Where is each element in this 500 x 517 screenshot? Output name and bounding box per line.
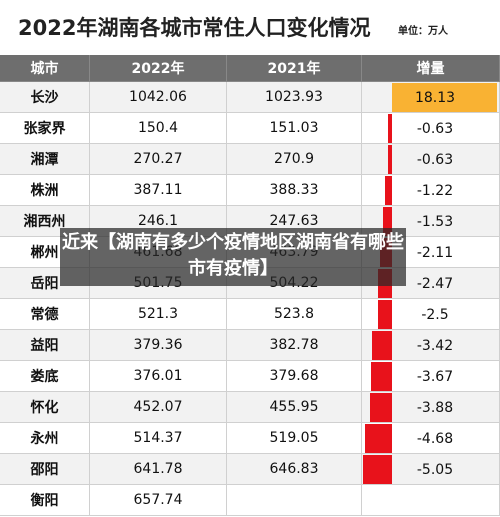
value-cell: 379.68 — [227, 361, 362, 392]
negative-bar — [370, 362, 392, 391]
value-cell: 270.9 — [227, 144, 362, 175]
value-cell: 376.01 — [90, 361, 227, 392]
increment-label: -5.05 — [416, 461, 454, 478]
caption-background — [60, 228, 406, 286]
value-cell — [362, 485, 500, 516]
increment-label: 18.13 — [414, 89, 456, 106]
column-header: 增量 — [362, 55, 500, 82]
value-cell — [362, 113, 500, 144]
city-cell: 常德 — [0, 299, 90, 330]
negative-bar — [372, 331, 392, 360]
city-cell: 张家界 — [0, 113, 90, 144]
increment-label: -3.88 — [416, 399, 454, 416]
value-cell — [227, 485, 362, 516]
value-cell: 521.3 — [90, 299, 227, 330]
value-cell: 514.37 — [90, 423, 227, 454]
negative-bar — [388, 145, 392, 174]
city-cell: 衡阳 — [0, 485, 90, 516]
increment-label: -2.47 — [416, 275, 454, 292]
increment-label: -0.63 — [416, 120, 454, 137]
city-cell: 株洲 — [0, 175, 90, 206]
increment-label: -0.63 — [416, 151, 454, 168]
city-cell: 益阳 — [0, 330, 90, 361]
increment-label: -3.42 — [416, 337, 454, 354]
increment-label: -1.22 — [416, 182, 454, 199]
value-cell: 379.36 — [90, 330, 227, 361]
city-cell: 湘潭 — [0, 144, 90, 175]
city-cell: 邵阳 — [0, 454, 90, 485]
negative-bar — [384, 176, 392, 205]
value-cell: 1042.06 — [90, 82, 227, 113]
value-cell: 657.74 — [90, 485, 227, 516]
value-cell: 151.03 — [227, 113, 362, 144]
caption: 近来【湖南有多少个疫情地区湖南省有哪些市有疫情】 — [62, 232, 404, 279]
value-cell: 1023.93 — [227, 82, 362, 113]
positive-bar — [392, 83, 497, 112]
value-cell: 150.4 — [90, 113, 227, 144]
value-cell: 641.78 — [90, 454, 227, 485]
city-cell: 怀化 — [0, 392, 90, 423]
negative-bar — [369, 393, 392, 422]
negative-bar — [362, 455, 392, 484]
value-cell: 382.78 — [227, 330, 362, 361]
negative-bar — [383, 207, 392, 236]
column-header: 2022年 — [90, 55, 227, 82]
column-header: 城市 — [0, 55, 90, 82]
value-cell: 455.95 — [227, 392, 362, 423]
city-cell: 长沙 — [0, 82, 90, 113]
value-cell: 646.83 — [227, 454, 362, 485]
city-cell: 永州 — [0, 423, 90, 454]
title: 2022年湖南各城市常住人口变化情况 — [18, 16, 371, 40]
increment-label: -4.68 — [416, 430, 454, 447]
value-cell: 452.07 — [90, 392, 227, 423]
increment-label: -3.67 — [416, 368, 454, 385]
increment-label: -2.5 — [421, 306, 449, 323]
value-cell: 523.8 — [227, 299, 362, 330]
unit: 单位：万人 — [398, 26, 448, 37]
negative-bar — [364, 424, 392, 453]
city-cell: 娄底 — [0, 361, 90, 392]
value-cell: 388.33 — [227, 175, 362, 206]
column-header: 2021年 — [227, 55, 362, 82]
negative-bar — [377, 300, 392, 329]
value-cell: 387.11 — [90, 175, 227, 206]
negative-bar — [388, 114, 392, 143]
value-cell: 519.05 — [227, 423, 362, 454]
increment-label: -1.53 — [416, 213, 454, 230]
increment-label: -2.11 — [416, 244, 454, 261]
value-cell: 270.27 — [90, 144, 227, 175]
